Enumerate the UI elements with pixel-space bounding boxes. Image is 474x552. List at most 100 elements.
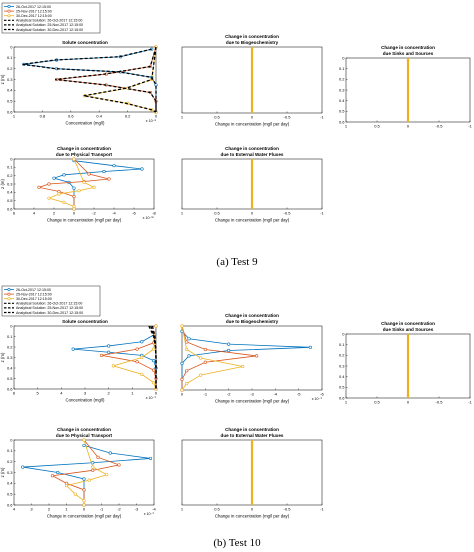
plot-8-series-1-point-6 [82, 488, 86, 492]
plot-9-xtick-label-0: 1 [181, 507, 184, 512]
plot-8-series-0-line [22, 445, 151, 505]
plot-1-xtick-label-0: 1 [181, 115, 184, 120]
plot-5-x-exponent: x 10⁻⁹ [146, 396, 157, 400]
plot-8-series-1-point-1 [96, 455, 100, 459]
plot-6-series-2-point-6 [180, 388, 184, 392]
plot-8-series-0-point-5 [56, 470, 60, 475]
plot-1-xtick-label-1: 0.5 [214, 115, 220, 120]
legend-test-9-entry-0: 26-Oct-2017 12:15:00 [16, 5, 51, 9]
caption-test-10: (b) Test 10 [213, 537, 261, 549]
plot-3-series-0-point-2 [140, 167, 144, 171]
plot-7-xtick-label-4: -1 [468, 400, 472, 405]
plot-7-xtick-label-1: 0.5 [374, 400, 380, 405]
plot-8-series-0-point-4 [21, 465, 25, 469]
plot-8-series-2-point-1 [91, 465, 95, 469]
plot-8-xtick-label-3: 1 [65, 507, 68, 512]
plot-8-xtick-label-7: -3 [135, 507, 139, 512]
plot-8-ytick-label-3: 0.3 [7, 470, 13, 475]
legend-test-10-entry-3: Analytical Solution: 26-Oct-2017 12:15:0… [16, 302, 82, 306]
plot-5-ytick-label-6: 0.6 [7, 386, 13, 391]
plot-6-xtick-label-0: 0 [181, 392, 184, 397]
legend-test-9-swatch-marker-0 [7, 5, 11, 9]
plot-6-series-2-point-3 [241, 364, 245, 369]
plot-8-xtick-label-1: 3 [30, 507, 33, 512]
plot-6-series-0-point-6 [180, 361, 184, 365]
plot-5-series-1-point-2 [135, 347, 139, 351]
plot-4-xlabel: Change in concentration (mg/l per day) [215, 218, 290, 223]
plot-3-ytick-label-2: 0.2 [7, 173, 13, 178]
plot-1-xtick-label-2: 0 [251, 115, 254, 120]
plot-6-axes-box [181, 325, 323, 391]
plot-6-xtick-label-1: -1 [204, 392, 208, 397]
plot-4-xtick-label-3: -0.5 [284, 211, 292, 216]
plot-3-ylabel: z (m) [0, 179, 5, 189]
plot-6-xtick-label-4: -4 [274, 392, 278, 397]
plot-9-xtick-label-4: -1 [320, 507, 324, 512]
plot-1-xtick-label-4: -1 [320, 115, 324, 120]
plot-8-series-2-point-6 [82, 499, 86, 503]
plot-0-ytick-label-0: 0 [10, 44, 13, 49]
plot-8-series-2-line [65, 439, 108, 505]
plot-8-series-2-point-0 [82, 438, 86, 442]
plot-7-title-line-1: due Sinks and Sources [383, 327, 434, 332]
plot-6-series-2-point-1 [185, 347, 189, 352]
plot-9-xlabel: Change in concentration (mg/l per day) [215, 514, 290, 519]
plot-2-ytick-label-6: 0.6 [339, 119, 345, 124]
plot-0-xlabel: Concentration (mg/l) [66, 121, 105, 126]
plot-3-series-2-point-2 [92, 185, 96, 189]
plot-3-series-2-point-5 [47, 196, 51, 200]
plot-0-ytick-label-2: 0.2 [7, 66, 13, 71]
plot-0-xtick-label-0: 1 [13, 114, 16, 119]
plot-6-series-0-point-2 [227, 342, 231, 346]
plot-3-xtick-label-7: -8 [152, 211, 156, 216]
plot-6-series-0-point-4 [227, 348, 231, 353]
plot-8-xtick-label-5: -1 [100, 507, 104, 512]
plot-5-ytick-label-5: 0.5 [7, 376, 13, 381]
plot-6-series-2-point-2 [199, 356, 203, 360]
plot-3-series-1-point-4 [47, 182, 51, 186]
legend-test-10-swatch-marker-2 [7, 297, 11, 301]
plot-7-ytick-label-0: 0 [342, 331, 345, 336]
plot-8-series-0-point-0 [82, 443, 86, 448]
plot-7-title-line-0: Change in concentration [381, 321, 435, 326]
plot-3-series-2-point-4 [57, 192, 61, 196]
plot-6-x-exponent: x 10⁻⁹ [312, 397, 323, 401]
plot-8-ytick-label-5: 0.5 [7, 492, 13, 497]
plot-0-axes-box [13, 46, 157, 113]
plot-4-xtick-label-0: 1 [181, 211, 184, 216]
legend-test-9-entry-4: Analytical Solution: 25-Nov-2017 12:15:0… [16, 23, 83, 27]
plot-9-title-line-0: Change in concentration [225, 427, 279, 432]
plot-8-series-1-point-4 [50, 474, 55, 478]
plot-3-axes-box [13, 158, 155, 210]
plot-4-xtick-label-2: 0 [251, 211, 254, 216]
plot-5-series-2-point-5 [152, 381, 156, 385]
legend-test-10-entry-1: 25-Nov-2017 12:15:00 [16, 292, 52, 296]
plot-3-series-2-point-1 [82, 180, 86, 184]
plot-7-xtick-label-2: 0 [407, 400, 410, 405]
plot-3-ytick-label-1: 0.1 [7, 165, 13, 170]
plot-6-series-2-point-4 [199, 373, 203, 377]
legend-test-10-entry-0: 26-Oct-2017 12:15:00 [16, 288, 51, 292]
plot-1-title-line-1: due to Biogeochemistry [226, 40, 279, 45]
plot-5-series-2-point-4 [140, 372, 144, 376]
plot-3-xtick-label-0: 6 [13, 211, 16, 216]
plot-5-series-2-point-3 [111, 364, 115, 368]
plot-9-xtick-label-1: 0.5 [214, 507, 220, 512]
plot-2-xtick-label-2: 0 [407, 124, 410, 129]
plot-8-xtick-label-4: 0 [83, 507, 86, 512]
legend-test-9-entry-1: 25-Nov-2017 12:15:00 [16, 9, 52, 13]
plot-3-series-0-point-4 [62, 173, 66, 177]
plot-8-xtick-label-0: 4 [13, 507, 16, 512]
plot-3-title-line-1: due to Physical Transport [56, 152, 113, 157]
plot-0-xtick-label-4: 0.2 [125, 114, 131, 119]
legend-test-10-entry-4: Analytical Solution: 25-Nov-2017 12:15:0… [16, 306, 83, 310]
plot-3-xtick-label-6: -6 [132, 211, 136, 216]
legend-test-10-entry-2: 30-Dec-2017 12:15:00 [16, 297, 52, 301]
plot-6-xtick-label-3: -3 [250, 392, 254, 397]
plot-3-series-1-point-5 [37, 185, 41, 189]
plot-8-series-0-point-2 [148, 456, 153, 461]
plot-0-ytick-label-6: 0.6 [7, 109, 13, 114]
plot-2-xtick-label-4: -1 [468, 124, 472, 129]
plot-8-series-2-point-4 [64, 483, 69, 488]
